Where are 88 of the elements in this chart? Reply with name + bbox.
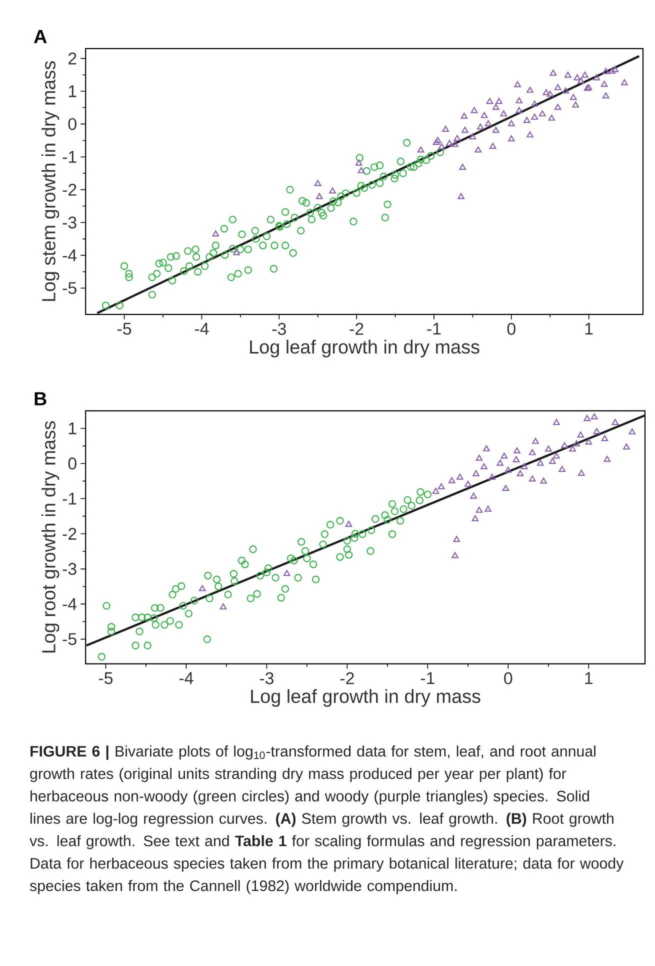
y-tick-label: -1 — [62, 151, 76, 163]
point — [496, 460, 504, 466]
y-tick-label: -1 — [62, 492, 76, 504]
point — [512, 456, 520, 462]
x-tick-label: -2 — [350, 322, 364, 335]
point — [601, 435, 608, 442]
point — [220, 603, 227, 610]
y-tick-label: -2 — [62, 528, 76, 540]
x-tick-label: 1 — [585, 672, 593, 684]
x-tick-label: 0 — [507, 322, 516, 335]
y-tick-label: -5 — [62, 633, 76, 646]
y-tick-label: -3 — [62, 216, 76, 229]
point — [464, 480, 472, 487]
x-tick-label: -1 — [420, 672, 434, 684]
text: B — [34, 392, 46, 406]
point — [558, 466, 566, 472]
point — [504, 466, 512, 473]
point — [438, 483, 445, 490]
point — [448, 477, 456, 484]
point — [623, 443, 630, 450]
point — [500, 452, 508, 459]
x-tick-label: -5 — [118, 322, 132, 335]
text: FIGURE 6 | Bivariate plots of log$_{10}$-transformed data for stem, leaf, and root annual growth rates (original units stranding dry mass produced per year per plant) for herbaceous non-woody (green circles) and woody (purple triangles) species. Solid lines are log-log regression curves. (A) Stem growth vs. leaf growth. (B) Root growth vs. leaf growth. See text and Table 1 for scaling formulas and regression parameters. Data for herbaceous species taken from the primary botanical literature; data for woody species taken from the Cannell (1982) worldwide compendium. — [30, 746, 624, 894]
point — [452, 552, 458, 558]
point — [573, 440, 580, 446]
point — [502, 484, 510, 492]
y-tick-label: 1 — [68, 85, 76, 98]
point — [540, 478, 547, 484]
x-axis-title: Log leaf growth in dry mass — [250, 340, 480, 358]
y-tick-label: 0 — [68, 458, 76, 470]
point — [472, 515, 479, 522]
point — [520, 463, 528, 470]
y-tick-label: 2 — [68, 52, 76, 64]
x-axis-title: Log leaf growth in dry mass — [251, 689, 480, 707]
point — [628, 428, 636, 434]
x-tick-label: -1 — [427, 322, 441, 335]
point — [604, 456, 611, 462]
point — [536, 460, 544, 466]
point — [488, 474, 496, 480]
point — [483, 445, 490, 452]
x-tick-label: -2 — [340, 672, 354, 684]
y-tick-label: -5 — [62, 282, 76, 294]
x-tick-label: 1 — [585, 322, 593, 335]
y-tick-label: -4 — [62, 598, 77, 610]
y-tick-label: -4 — [62, 249, 77, 262]
text: A — [34, 30, 47, 44]
point — [561, 442, 568, 448]
x-tick-label: -4 — [194, 322, 209, 335]
point — [585, 438, 592, 445]
y-tick-label: 0 — [68, 118, 76, 130]
x-tick-label: -4 — [179, 672, 194, 684]
point — [569, 446, 576, 452]
point — [578, 470, 585, 476]
point — [532, 438, 539, 444]
point — [198, 585, 206, 592]
x-tick-label: 0 — [504, 672, 512, 684]
point — [514, 447, 520, 454]
point — [516, 470, 524, 476]
point — [476, 506, 483, 513]
point — [545, 446, 552, 452]
point — [528, 475, 536, 482]
point — [528, 449, 536, 456]
point — [456, 474, 464, 480]
point — [470, 492, 477, 499]
point — [549, 458, 556, 464]
y-tick-label: -3 — [62, 562, 76, 575]
point — [345, 520, 352, 527]
point — [432, 488, 440, 494]
point — [612, 418, 619, 425]
point — [476, 454, 483, 461]
point — [484, 506, 492, 512]
y-tick-label: 1 — [68, 422, 76, 434]
point — [480, 463, 488, 470]
point — [553, 418, 560, 425]
point — [593, 428, 600, 434]
x-tick-label: -3 — [272, 322, 286, 335]
point — [584, 415, 590, 422]
point — [453, 536, 460, 542]
point — [577, 432, 584, 438]
x-tick-label: -3 — [260, 672, 274, 684]
y-axis-title: Log stem growth in dry mass — [42, 61, 60, 301]
point — [590, 413, 598, 420]
point — [472, 470, 480, 476]
y-tick-label: -2 — [62, 184, 76, 196]
x-tick-label: -5 — [98, 672, 113, 684]
point — [553, 452, 560, 459]
point — [283, 570, 290, 576]
y-axis-title: Log root growth in dry mass — [42, 421, 60, 653]
